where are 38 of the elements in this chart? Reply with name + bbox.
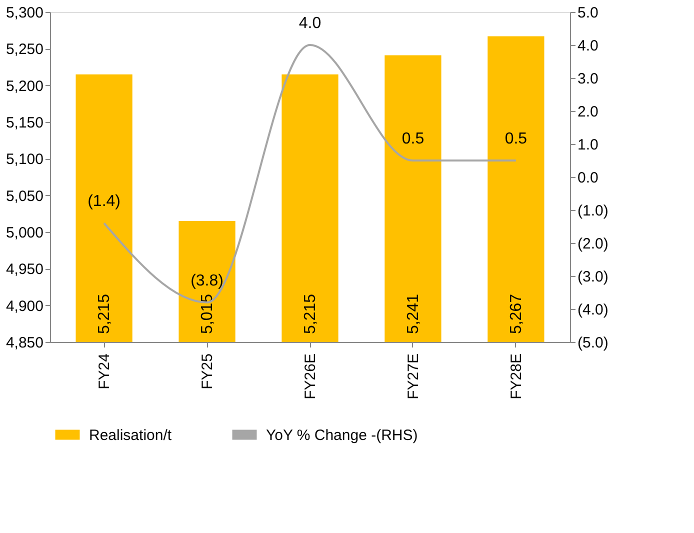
x-tick-label: FY26E (302, 354, 319, 400)
y2-tick-label: 1.0 (578, 136, 598, 154)
y2-tick-label: (3.0) (578, 268, 608, 286)
legend-label: YoY % Change -(RHS) (266, 426, 418, 444)
y-tick-label: 5,000 (6, 224, 44, 242)
x-tick-label: FY25 (199, 354, 216, 390)
data-label: 4.0 (298, 15, 322, 32)
y2-tick-label: (2.0) (578, 236, 608, 252)
y2-tick-label: (5.0) (578, 334, 608, 352)
y2-tick-label: 3.0 (578, 70, 598, 88)
y2-tick-label: 2.0 (578, 104, 598, 120)
data-label: 5,241 (404, 294, 422, 334)
y2-tick-label: 4.0 (578, 38, 598, 54)
data-label: (3.8) (190, 272, 224, 290)
y2-tick-label: (1.0) (578, 202, 608, 220)
legend-label: Realisation/t (89, 426, 172, 444)
y2-tick-label: 5.0 (578, 4, 598, 22)
y-tick-label: 5,100 (6, 151, 44, 168)
data-label: 5,015 (199, 294, 216, 334)
y-tick-label: 5,150 (6, 114, 44, 132)
data-label: 0.5 (402, 130, 424, 148)
data-label: 5,215 (302, 294, 319, 334)
data-label: (1.4) (88, 193, 121, 210)
x-tick-label: FY24 (96, 354, 114, 390)
y-tick-label: 5,250 (6, 41, 44, 58)
y-tick-label: 5,300 (6, 4, 44, 22)
y2-tick-label: (4.0) (578, 302, 608, 318)
data-label: 0.5 (504, 130, 528, 148)
y-tick-label: 4,900 (6, 298, 44, 315)
x-tick-label: FY28E (508, 354, 525, 400)
y-tick-label: 4,850 (6, 334, 44, 352)
y-tick-label: 5,050 (6, 188, 44, 205)
data-label: 5,215 (96, 294, 114, 334)
x-tick-label: FY27E (404, 354, 422, 400)
y-tick-label: 5,200 (6, 78, 44, 95)
y-tick-label: 4,950 (6, 261, 44, 278)
data-label: 5,267 (508, 294, 525, 334)
y2-tick-label: 0.0 (578, 170, 598, 186)
